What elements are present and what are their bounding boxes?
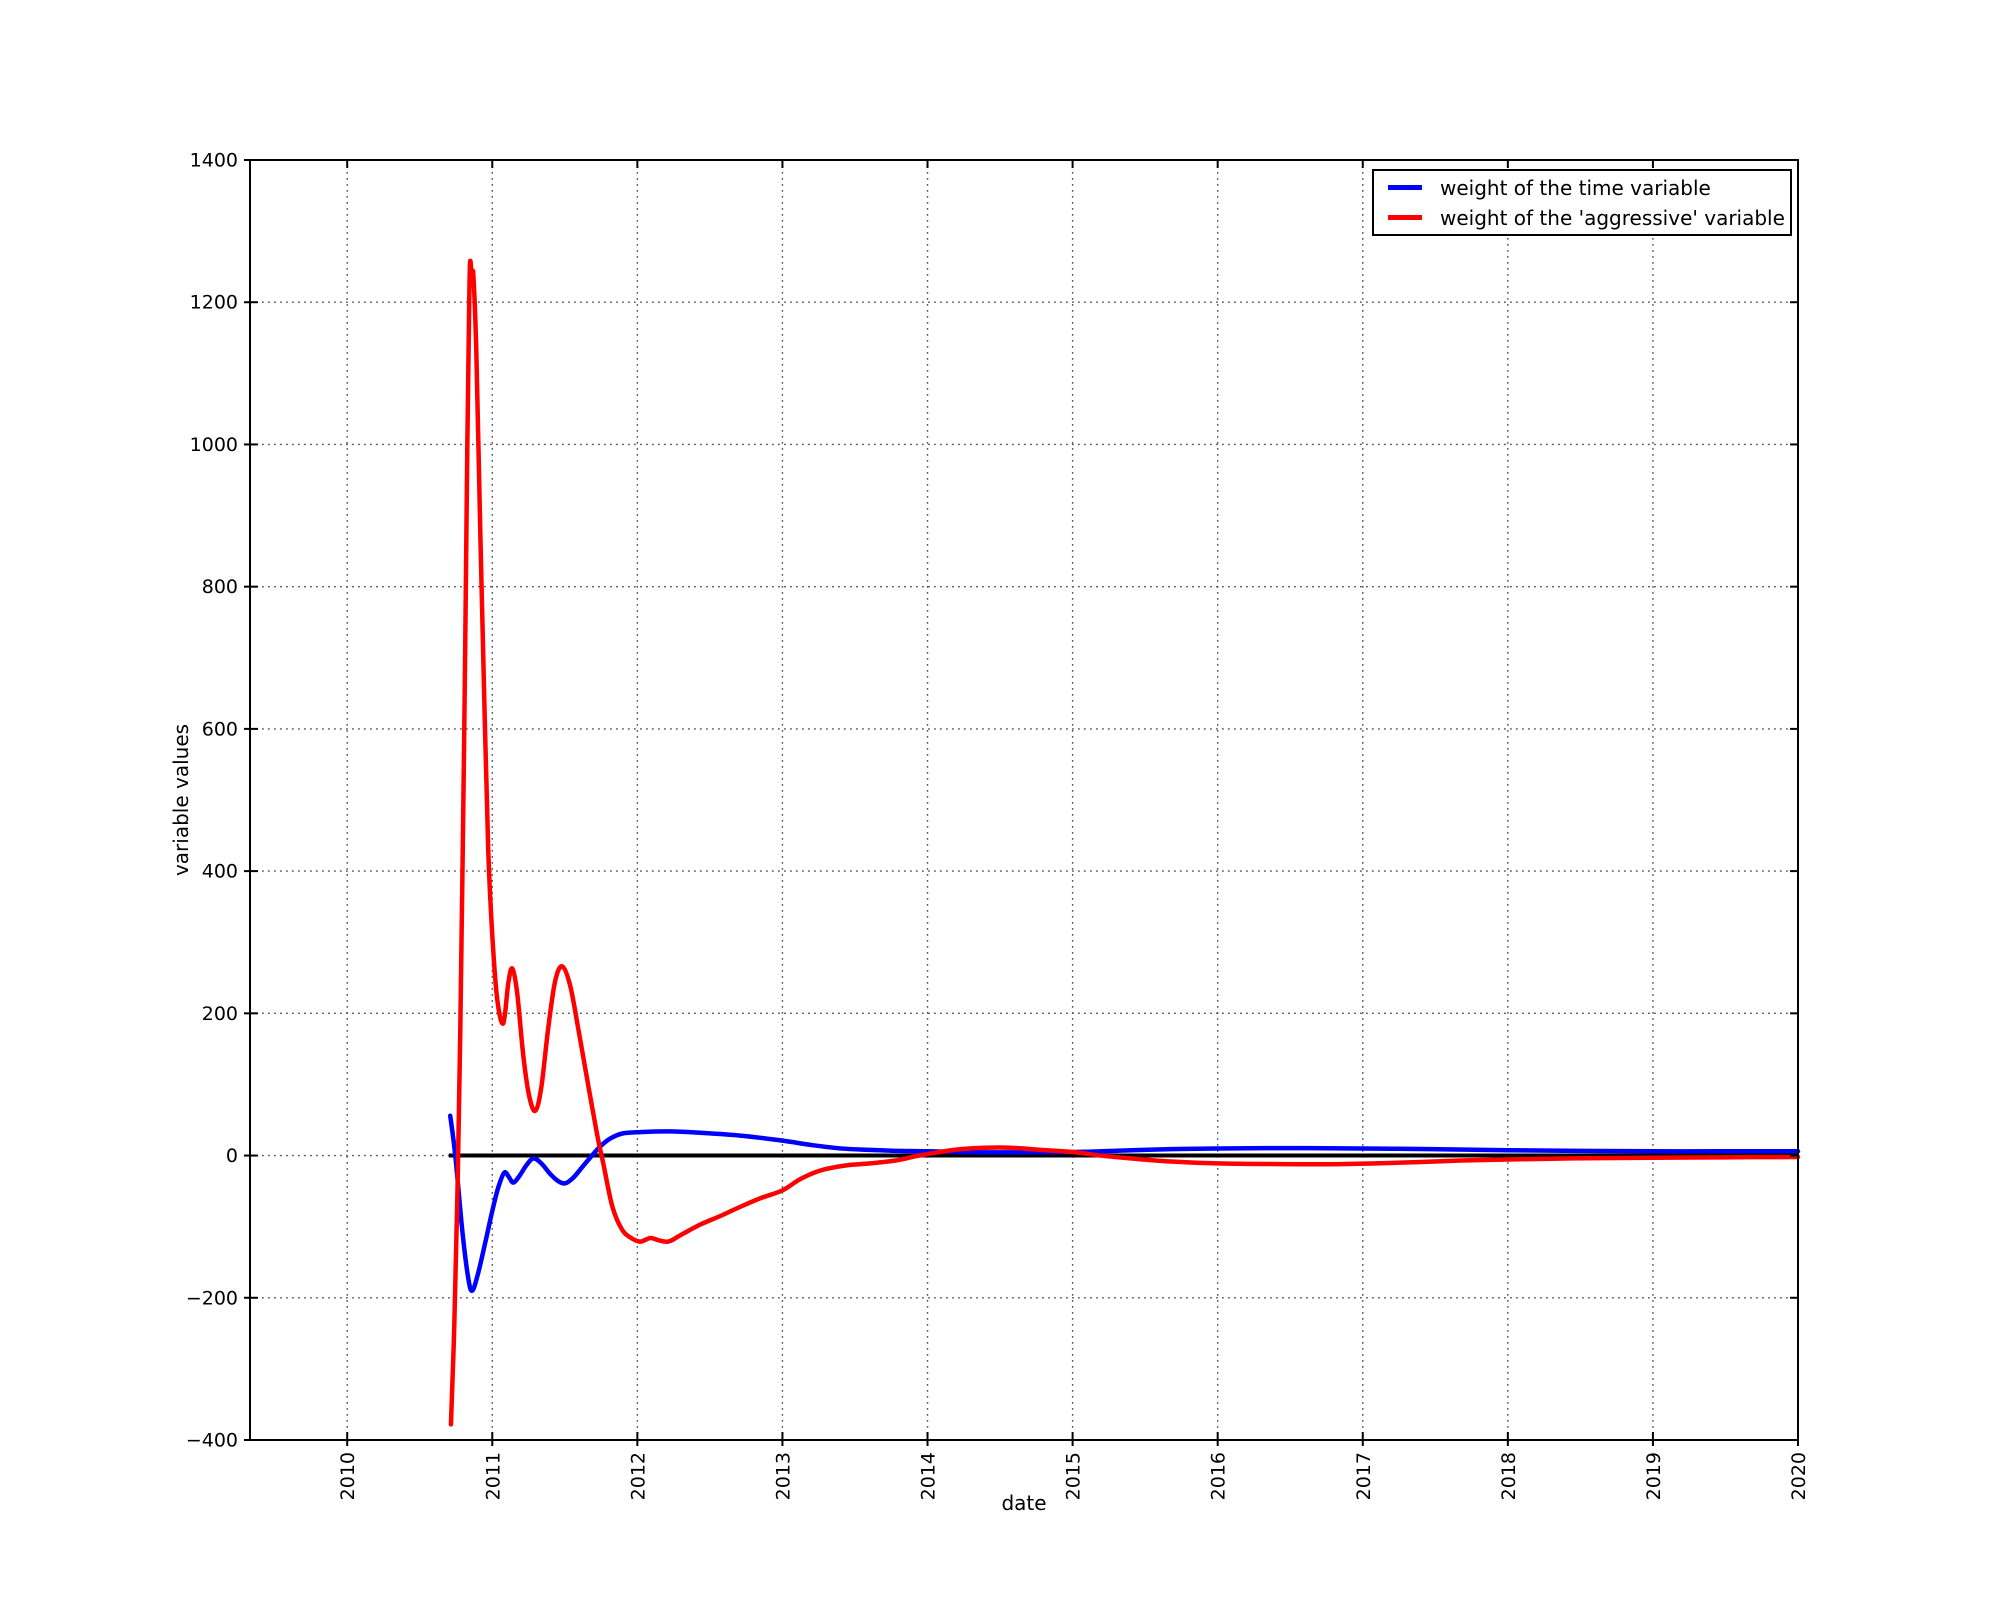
svg-text:2012: 2012 [627, 1452, 649, 1500]
svg-text:2018: 2018 [1498, 1452, 1520, 1500]
svg-text:1200: 1200 [190, 292, 238, 314]
legend-label: weight of the time variable [1440, 175, 1711, 200]
svg-text:1400: 1400 [190, 150, 238, 172]
svg-text:400: 400 [202, 861, 238, 883]
svg-text:2019: 2019 [1643, 1452, 1665, 1500]
svg-text:2016: 2016 [1208, 1452, 1230, 1500]
svg-text:2010: 2010 [337, 1452, 359, 1500]
svg-text:2020: 2020 [1788, 1452, 1810, 1500]
legend-label: weight of the 'aggressive' variable [1440, 205, 1785, 230]
svg-text:200: 200 [202, 1003, 238, 1025]
svg-text:−400: −400 [186, 1430, 238, 1452]
legend-line-swatch-red [1388, 215, 1422, 220]
svg-text:2013: 2013 [772, 1452, 794, 1500]
svg-text:2017: 2017 [1353, 1452, 1375, 1500]
svg-text:2014: 2014 [918, 1452, 940, 1500]
svg-text:2015: 2015 [1063, 1452, 1085, 1500]
legend-item-aggressive-variable: weight of the 'aggressive' variable [1374, 203, 1790, 233]
svg-text:800: 800 [202, 576, 238, 598]
legend-item-time-variable: weight of the time variable [1374, 173, 1790, 203]
y-axis-label: variable values [169, 723, 193, 877]
legend: weight of the time variable weight of th… [1372, 169, 1792, 236]
svg-text:600: 600 [202, 718, 238, 740]
legend-line-swatch-blue [1388, 185, 1422, 190]
svg-text:−200: −200 [186, 1287, 238, 1309]
svg-text:1000: 1000 [190, 434, 238, 456]
svg-text:0: 0 [226, 1145, 238, 1167]
svg-text:2011: 2011 [482, 1452, 504, 1500]
x-axis-label: date [1001, 1491, 1047, 1515]
